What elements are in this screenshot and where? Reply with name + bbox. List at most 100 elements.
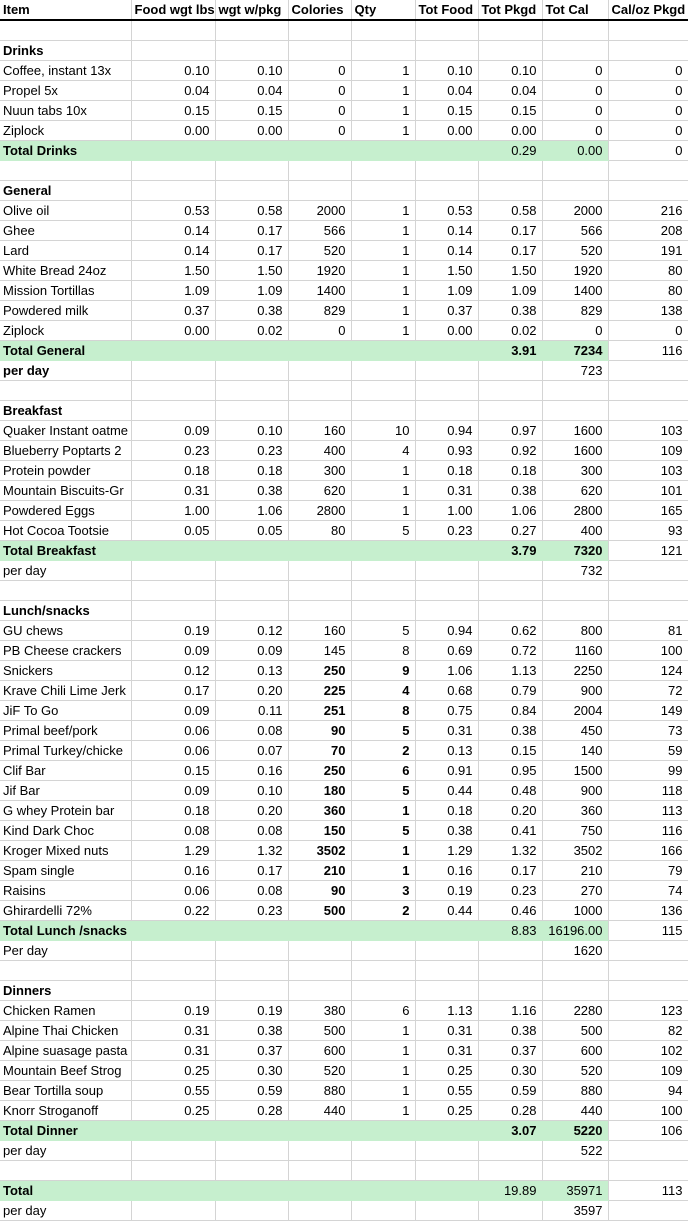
total-label[interactable]: Total Breakfast (0, 540, 132, 561)
value-cell[interactable]: 216 (608, 200, 688, 221)
value-cell[interactable]: 0 (288, 320, 352, 341)
value-cell[interactable]: 0.27 (478, 520, 543, 541)
value-cell[interactable]: 103 (608, 420, 688, 441)
value-cell[interactable]: 0.55 (131, 1080, 216, 1101)
value-cell[interactable]: 0 (288, 100, 352, 121)
value-cell[interactable]: 80 (608, 280, 688, 301)
empty-cell[interactable] (288, 980, 352, 1001)
value-cell[interactable]: 145 (288, 640, 352, 661)
value-cell[interactable]: 0.38 (215, 1020, 289, 1041)
value-cell[interactable]: 0.00 (415, 320, 479, 341)
value-cell[interactable]: 1.29 (131, 840, 216, 861)
value-cell[interactable]: 109 (608, 1060, 688, 1081)
value-cell[interactable]: 400 (542, 520, 609, 541)
empty-cell[interactable] (608, 980, 688, 1001)
value-cell[interactable]: 1 (351, 460, 416, 481)
value-cell[interactable]: 94 (608, 1080, 688, 1101)
empty-cell[interactable] (415, 600, 479, 621)
value-cell[interactable]: 0.38 (478, 480, 543, 501)
value-cell[interactable]: 0.94 (415, 420, 479, 441)
empty-cell[interactable] (542, 600, 609, 621)
item-label[interactable]: Powdered Eggs (0, 500, 132, 521)
value-cell[interactable]: 1 (351, 1080, 416, 1101)
value-cell[interactable]: 0.31 (131, 1040, 216, 1061)
item-label[interactable]: Propel 5x (0, 80, 132, 101)
empty-cell[interactable] (288, 540, 352, 561)
item-label[interactable]: Jif Bar (0, 780, 132, 801)
empty-cell[interactable] (131, 140, 216, 161)
empty-cell[interactable] (608, 1140, 688, 1161)
per-day-cal-cell[interactable]: 1620 (542, 940, 609, 961)
empty-cell[interactable] (131, 360, 216, 381)
empty-cell[interactable] (0, 580, 132, 601)
per-day-cal-cell[interactable]: 522 (542, 1140, 609, 1161)
value-cell[interactable]: 1160 (542, 640, 609, 661)
empty-cell[interactable] (215, 380, 289, 401)
empty-cell[interactable] (288, 360, 352, 381)
value-cell[interactable]: 0.31 (415, 1020, 479, 1041)
per-day-label[interactable]: per day (0, 1200, 132, 1221)
value-cell[interactable]: 0.15 (131, 760, 216, 781)
value-cell[interactable]: 113 (608, 800, 688, 821)
empty-cell[interactable] (415, 1140, 479, 1161)
value-cell[interactable]: 1.00 (415, 500, 479, 521)
value-cell[interactable]: 0.58 (478, 200, 543, 221)
empty-cell[interactable] (0, 380, 132, 401)
empty-cell[interactable] (288, 600, 352, 621)
value-cell[interactable]: 0.02 (215, 320, 289, 341)
empty-cell[interactable] (215, 40, 289, 61)
total-pkgd-cell[interactable]: 3.79 (478, 540, 543, 561)
item-label[interactable]: Spam single (0, 860, 132, 881)
empty-cell[interactable] (415, 980, 479, 1001)
empty-cell[interactable] (478, 960, 543, 981)
item-label[interactable]: Ziplock (0, 320, 132, 341)
empty-cell[interactable] (415, 940, 479, 961)
value-cell[interactable]: 0.09 (131, 780, 216, 801)
empty-cell[interactable] (608, 940, 688, 961)
column-header-colories[interactable]: Colories (288, 0, 352, 21)
empty-cell[interactable] (608, 580, 688, 601)
empty-cell[interactable] (478, 360, 543, 381)
value-cell[interactable]: 1 (351, 80, 416, 101)
value-cell[interactable]: 0.17 (215, 220, 289, 241)
value-cell[interactable]: 1000 (542, 900, 609, 921)
value-cell[interactable]: 1.16 (478, 1000, 543, 1021)
value-cell[interactable]: 5 (351, 820, 416, 841)
value-cell[interactable]: 0 (608, 320, 688, 341)
empty-cell[interactable] (608, 400, 688, 421)
value-cell[interactable]: 566 (542, 220, 609, 241)
item-label[interactable]: Kind Dark Choc (0, 820, 132, 841)
value-cell[interactable]: 0.28 (215, 1100, 289, 1121)
value-cell[interactable]: 620 (542, 480, 609, 501)
empty-cell[interactable] (542, 960, 609, 981)
empty-cell[interactable] (351, 560, 416, 581)
item-label[interactable]: Ghirardelli 72% (0, 900, 132, 921)
empty-cell[interactable] (215, 1140, 289, 1161)
empty-cell[interactable] (288, 1180, 352, 1201)
item-label[interactable]: PB Cheese crackers (0, 640, 132, 661)
empty-cell[interactable] (415, 140, 479, 161)
value-cell[interactable]: 0.94 (415, 620, 479, 641)
value-cell[interactable]: 0.31 (415, 1040, 479, 1061)
value-cell[interactable]: 0.17 (131, 680, 216, 701)
value-cell[interactable]: 90 (288, 720, 352, 741)
value-cell[interactable]: 72 (608, 680, 688, 701)
empty-cell[interactable] (415, 580, 479, 601)
value-cell[interactable]: 0.53 (131, 200, 216, 221)
empty-cell[interactable] (478, 400, 543, 421)
empty-cell[interactable] (351, 20, 416, 41)
value-cell[interactable]: 0.38 (478, 300, 543, 321)
value-cell[interactable]: 2800 (288, 500, 352, 521)
empty-cell[interactable] (415, 160, 479, 181)
empty-cell[interactable] (415, 1120, 479, 1141)
value-cell[interactable]: 0.23 (131, 440, 216, 461)
value-cell[interactable]: 1.13 (415, 1000, 479, 1021)
empty-cell[interactable] (608, 360, 688, 381)
empty-cell[interactable] (542, 1160, 609, 1181)
value-cell[interactable]: 0.14 (415, 240, 479, 261)
value-cell[interactable]: 0.30 (478, 1060, 543, 1081)
empty-cell[interactable] (131, 180, 216, 201)
item-label[interactable]: Mountain Biscuits-Gr (0, 480, 132, 501)
value-cell[interactable]: 180 (288, 780, 352, 801)
value-cell[interactable]: 0.58 (215, 200, 289, 221)
